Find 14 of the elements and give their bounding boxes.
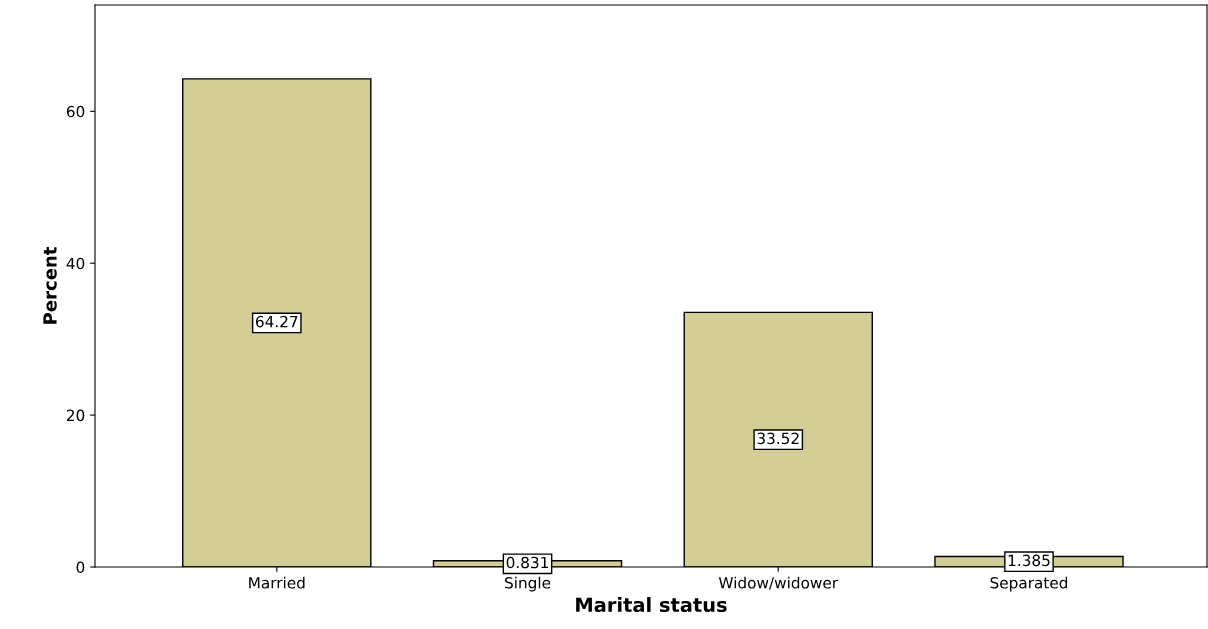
x-tick-label: Widow/widower <box>718 576 839 590</box>
y-axis-title: Percent <box>43 247 57 324</box>
x-tick-label: Single <box>505 576 551 592</box>
y-tick-label: 40 <box>66 257 85 270</box>
data-label: 33.52 <box>757 432 799 445</box>
y-tick-label: 0 <box>76 561 85 574</box>
y-tick-label: 60 <box>66 105 85 118</box>
y-tick-label: 20 <box>66 409 85 422</box>
data-label: 1.385 <box>1008 554 1050 567</box>
data-label: 0.831 <box>506 556 548 569</box>
x-axis-title: Marital status <box>576 597 727 613</box>
x-tick-label: Married <box>249 576 305 589</box>
data-label: 64.27 <box>255 315 298 328</box>
x-tick-label: Separated <box>990 576 1068 592</box>
